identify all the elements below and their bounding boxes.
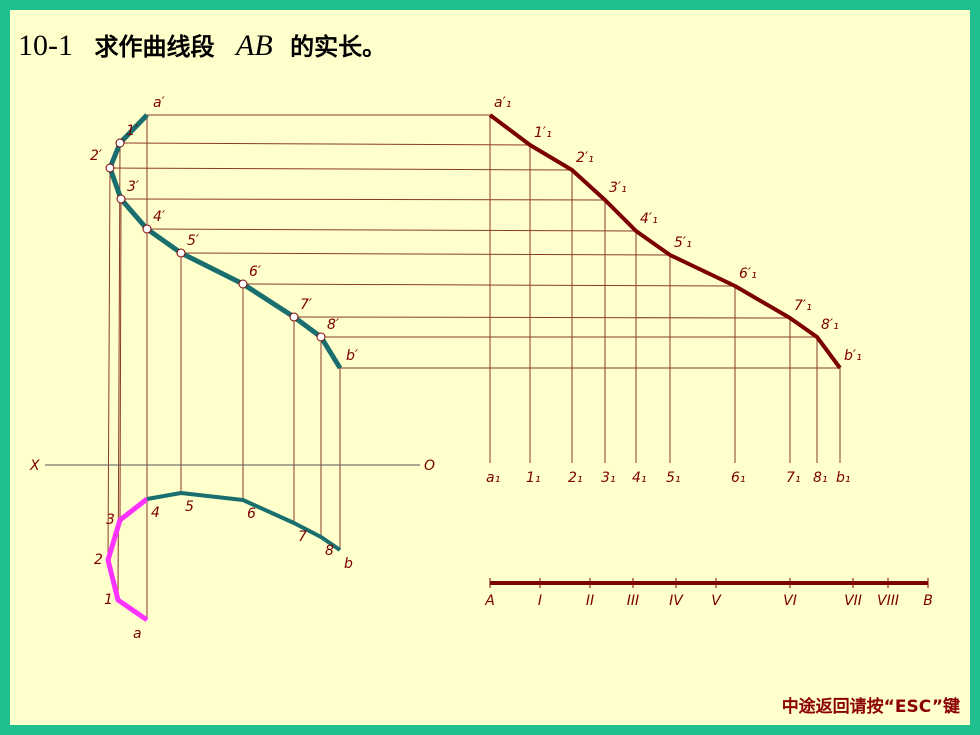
length-label: IV: [669, 593, 684, 609]
true-length-curve: [488, 113, 842, 370]
length-label: B: [923, 593, 933, 609]
title: 10-1 求作曲线段 AB 的实长。: [18, 29, 386, 62]
base-label: 2₁: [568, 470, 583, 486]
top-label: 8: [325, 543, 334, 559]
projector: [242, 283, 736, 287]
top-label: b: [344, 556, 353, 572]
base-label: 6₁: [731, 470, 746, 486]
length-label: VIII: [877, 593, 899, 609]
front-label: 1′: [126, 123, 139, 139]
true-label: 1′₁: [534, 125, 552, 141]
base-label: 1₁: [526, 470, 541, 486]
point: [176, 248, 186, 258]
axis-x: X: [29, 458, 40, 474]
top-label: 4: [151, 505, 160, 521]
base-label: 3₁: [601, 470, 616, 486]
axis-o: O: [424, 458, 435, 474]
point: [289, 312, 299, 322]
point: [116, 194, 126, 204]
front-label: b′: [346, 348, 359, 364]
front-label: 5′: [187, 233, 200, 249]
true-label: 2′₁: [576, 150, 594, 166]
projector: [180, 252, 671, 256]
front-label: 7′: [300, 297, 313, 313]
point: [115, 138, 125, 148]
base-label: 5₁: [666, 470, 681, 486]
top-curve-4b: [146, 491, 342, 552]
projector: [119, 198, 122, 521]
title-number: 10-1: [18, 29, 73, 62]
top-label: 1: [104, 592, 113, 608]
length-label: I: [538, 593, 542, 609]
point: [105, 163, 115, 173]
front-curve: [107, 113, 343, 370]
projector: [119, 142, 531, 146]
base-label: 7₁: [786, 470, 801, 486]
title-text: 求作曲线段: [95, 33, 215, 61]
base-label: 4₁: [632, 470, 647, 486]
footer: 中途返回请按“ESC”键: [782, 696, 960, 717]
top-label: a: [133, 626, 142, 642]
length-label: III: [627, 593, 639, 609]
projector: [293, 316, 791, 319]
true-label: b′₁: [844, 348, 862, 364]
top-label: 7: [298, 529, 307, 545]
length-label: A: [484, 593, 495, 609]
front-label: 8′: [327, 317, 340, 333]
true-label: 4′₁: [640, 211, 658, 227]
projector: [109, 167, 573, 171]
length-label: VII: [844, 593, 862, 609]
top-label: 5: [185, 499, 194, 515]
top-label: 6: [247, 506, 256, 522]
base-label: b₁: [836, 470, 851, 486]
front-label: 3′: [127, 179, 140, 195]
front-label: a′: [153, 95, 166, 111]
true-label: 3′₁: [609, 180, 627, 196]
projector: [107, 167, 111, 561]
top-label: 2: [94, 552, 103, 568]
true-label: 5′₁: [674, 235, 692, 251]
projector: [120, 198, 606, 201]
true-label: 6′₁: [739, 266, 757, 282]
front-label: 6′: [249, 264, 262, 280]
point: [142, 224, 152, 234]
length-label: VI: [783, 593, 797, 609]
base-label: 8₁: [813, 470, 828, 486]
true-label: 7′₁: [794, 298, 812, 314]
base-label: a₁: [486, 470, 500, 486]
true-label: a′₁: [494, 95, 511, 111]
true-label: 8′₁: [821, 317, 839, 333]
title-tail: 的实长。: [290, 33, 386, 61]
title-ab: AB: [234, 29, 273, 62]
point: [316, 332, 326, 342]
top-curve-a4: [105, 497, 149, 623]
length-label: V: [711, 593, 722, 609]
projector: [146, 228, 637, 232]
point: [238, 279, 248, 289]
front-label: 2′: [90, 148, 103, 164]
front-label: 4′: [153, 209, 166, 225]
length-label: II: [586, 593, 594, 609]
top-label: 3: [106, 512, 115, 528]
